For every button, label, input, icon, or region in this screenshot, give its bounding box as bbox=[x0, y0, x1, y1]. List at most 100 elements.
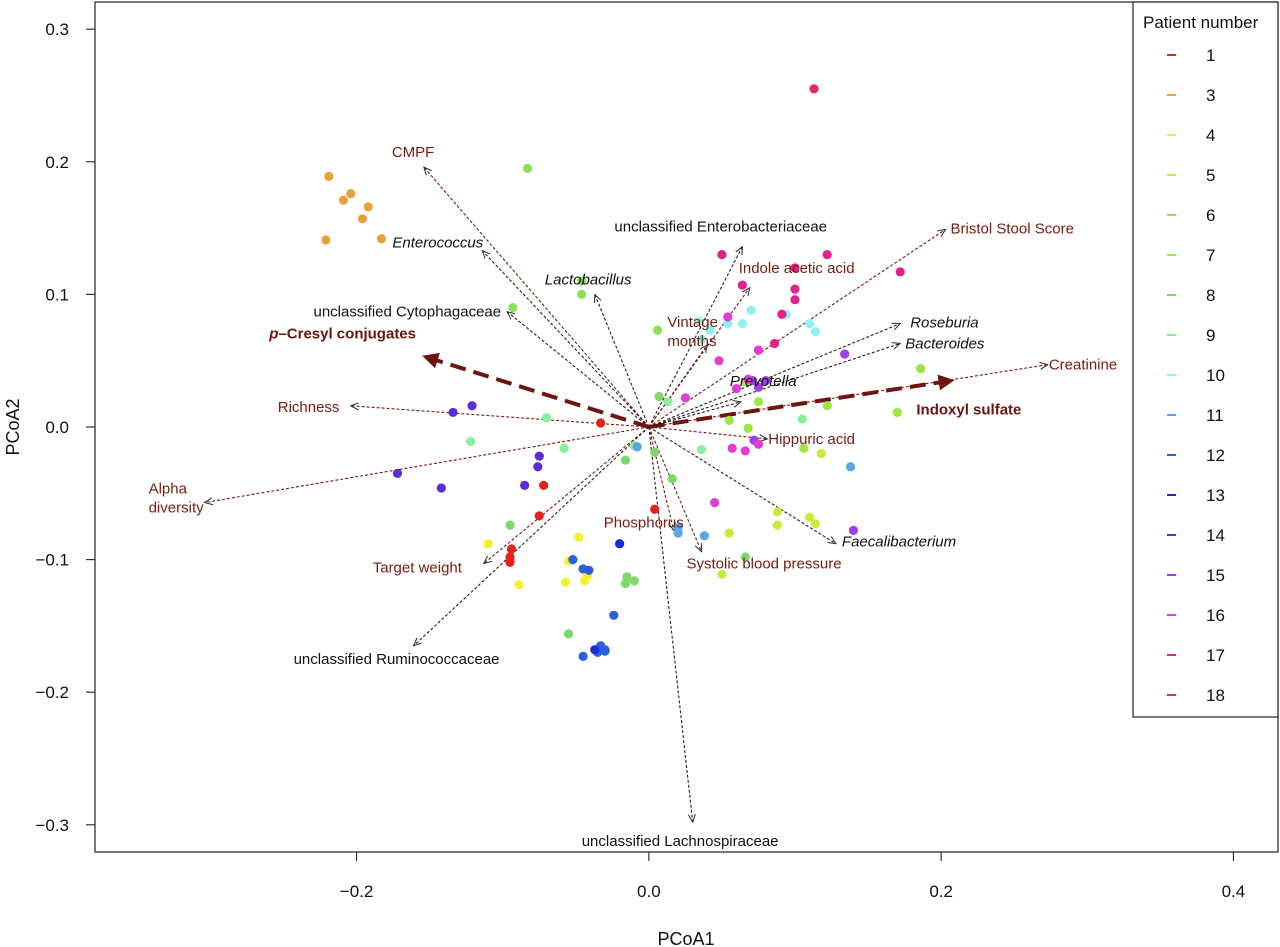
legend-label-11: 11 bbox=[1206, 406, 1224, 425]
vector-label-vintage-months: Vintage months bbox=[667, 314, 718, 350]
vector-arrow-prevotella bbox=[648, 402, 741, 428]
vector-arrow-cmpf bbox=[424, 167, 650, 428]
y-tick-label: 0.3 bbox=[45, 20, 69, 39]
legend-label-7: 7 bbox=[1206, 246, 1215, 265]
point-patient-1 bbox=[506, 544, 517, 554]
y-axis-title: PCoA2 bbox=[3, 398, 23, 455]
plot-frame bbox=[94, 1, 1279, 853]
vector-arrow-alpha-diversity bbox=[205, 426, 649, 503]
point-patient-8 bbox=[505, 520, 515, 530]
vector-arrow-phosphorus bbox=[648, 426, 674, 530]
point-patient-1 bbox=[596, 418, 606, 428]
point-patient-4 bbox=[514, 580, 524, 590]
point-patient-11 bbox=[632, 442, 642, 452]
point-patient-10 bbox=[696, 334, 707, 345]
point-patient-5 bbox=[717, 569, 727, 579]
point-patient-1 bbox=[539, 480, 549, 490]
point-patient-5 bbox=[805, 512, 815, 522]
point-patient-6 bbox=[577, 289, 587, 299]
point-patient-10 bbox=[737, 318, 747, 329]
point-patient-4 bbox=[574, 532, 584, 542]
point-patient-5 bbox=[810, 519, 821, 529]
vector-label-unclassified-cytophagaceae: unclassified Cytophagaceae bbox=[313, 304, 501, 321]
point-patient-7 bbox=[916, 364, 926, 374]
legend-label-10: 10 bbox=[1206, 366, 1225, 385]
y-tick-label: 0.2 bbox=[45, 153, 69, 172]
legend-label-3: 3 bbox=[1206, 86, 1215, 105]
vector-arrow-enterococcus bbox=[482, 251, 650, 428]
point-patient-17 bbox=[790, 295, 800, 305]
point-patient-4 bbox=[560, 577, 571, 587]
point-patient-12 bbox=[568, 555, 578, 565]
point-patient-14 bbox=[392, 468, 403, 479]
point-patient-16 bbox=[710, 497, 720, 508]
point-patient-12 bbox=[600, 646, 610, 656]
vector-label-roseburia: Roseburia bbox=[910, 315, 978, 332]
point-patient-4 bbox=[579, 576, 590, 586]
point-patient-3 bbox=[346, 189, 356, 199]
point-patient-4 bbox=[483, 539, 493, 549]
vector-arrow-unclassified-ruminococcaceae bbox=[414, 426, 650, 646]
vector-arrow-target-weight bbox=[484, 426, 650, 564]
legend-label-14: 14 bbox=[1206, 526, 1225, 545]
point-patient-15 bbox=[753, 382, 764, 392]
legend-box bbox=[1132, 1, 1279, 718]
vector-label-enterococcus: Enterococcus bbox=[392, 235, 483, 252]
point-patient-1 bbox=[650, 504, 660, 514]
vector-arrow-creatinine bbox=[648, 365, 1048, 428]
vector-label-unclassified-ruminococcaceae: unclassified Ruminococcaceae bbox=[294, 651, 500, 668]
point-patient-13 bbox=[590, 645, 600, 655]
point-patient-17 bbox=[717, 250, 727, 260]
point-patient-5 bbox=[772, 507, 783, 517]
point-patient-16 bbox=[743, 374, 753, 384]
point-patient-3 bbox=[363, 202, 373, 212]
vector-arrow-unclassified-cytophagaceae bbox=[507, 312, 650, 428]
point-patient-17 bbox=[769, 338, 780, 349]
legend-label-15: 15 bbox=[1206, 566, 1225, 585]
point-patient-8 bbox=[667, 474, 677, 484]
point-patient-5 bbox=[724, 528, 734, 538]
point-patient-7 bbox=[743, 423, 753, 433]
point-patient-16 bbox=[723, 312, 733, 322]
vector-label-faecalibacterium: Faecalibacterium bbox=[842, 534, 956, 551]
y-tick-label: −0.1 bbox=[35, 551, 69, 570]
point-patient-10 bbox=[693, 316, 704, 326]
point-patient-9 bbox=[541, 413, 552, 423]
point-patient-8 bbox=[620, 578, 631, 589]
y-tick-label: 0.0 bbox=[45, 418, 69, 437]
point-patient-9 bbox=[559, 443, 569, 453]
vector-label-indoxyl-sulfate: Indoxyl sulfate bbox=[916, 402, 1021, 419]
point-patient-14 bbox=[448, 407, 458, 418]
point-patient-10 bbox=[723, 318, 733, 329]
vector-label-unclassified-lachnospiraceae: unclassified Lachnospiraceae bbox=[582, 833, 779, 850]
point-patient-6 bbox=[653, 325, 663, 335]
vector-label-bristol-stool-score: Bristol Stool Score bbox=[951, 220, 1074, 237]
point-patient-16 bbox=[680, 393, 691, 403]
vector-label-bacteroides: Bacteroides bbox=[905, 335, 985, 352]
legend-label-12: 12 bbox=[1206, 446, 1225, 465]
point-patient-9 bbox=[797, 414, 807, 424]
point-patient-7 bbox=[822, 401, 832, 411]
legend-label-13: 13 bbox=[1206, 486, 1225, 505]
point-patient-17 bbox=[737, 280, 747, 290]
point-patient-10 bbox=[805, 318, 815, 329]
vector-arrow-unclassified-enterobacteriaceae bbox=[648, 247, 743, 428]
point-patient-17 bbox=[790, 284, 800, 294]
point-patient-16 bbox=[753, 439, 764, 449]
vector-arrow-systolic-blood-pressure bbox=[648, 426, 702, 552]
point-patient-3 bbox=[357, 214, 368, 224]
y-tick-label: −0.3 bbox=[35, 816, 69, 835]
point-patient-6 bbox=[508, 303, 518, 313]
axes-layer: −0.2 0.0 0.2 0.4 0.3 0.2 0.1 0.0 −0.1 −0.2 −0.3 bbox=[35, 20, 1245, 901]
points-layer bbox=[321, 84, 926, 662]
vector-labels-layer: CMPF Enterococcus Lactobacillus unclassifie… bbox=[149, 144, 1118, 850]
vector-label-unclassified-enterobacteriaceae: unclassified Enterobacteriaceae bbox=[614, 219, 827, 236]
y-tick-label: −0.2 bbox=[35, 683, 69, 702]
point-patient-10 bbox=[810, 326, 821, 337]
point-patient-11 bbox=[673, 528, 683, 538]
point-patient-10 bbox=[746, 305, 756, 315]
point-patient-7 bbox=[724, 415, 734, 425]
vector-label-prevotella: Prevotella bbox=[730, 373, 797, 390]
point-patient-8 bbox=[650, 447, 660, 457]
point-patient-7 bbox=[753, 397, 764, 407]
